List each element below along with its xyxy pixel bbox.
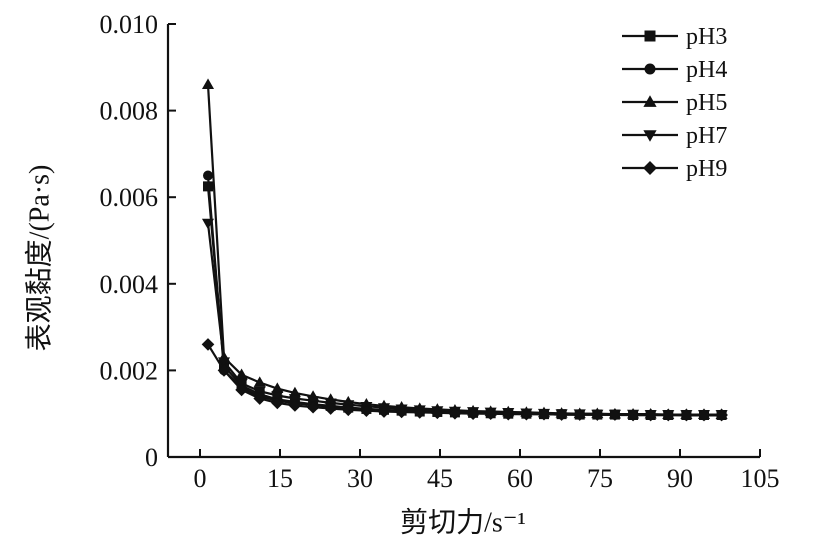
data-point-pH9	[235, 383, 248, 397]
data-point-pH9	[680, 408, 693, 422]
data-point-pH9	[271, 396, 284, 410]
data-point-pH5	[235, 368, 248, 380]
x-tick-label: 60	[507, 464, 533, 493]
legend-marker	[643, 95, 657, 107]
data-point-pH9	[520, 407, 533, 421]
data-point-pH9	[466, 407, 480, 421]
legend-marker	[644, 63, 656, 75]
series-group	[201, 78, 728, 422]
data-point-pH9	[288, 399, 302, 412]
x-tick-label: 30	[347, 464, 373, 493]
legend-label: pH7	[686, 123, 727, 149]
legend-label: pH3	[686, 24, 727, 50]
legend-marker	[643, 130, 657, 142]
series-line-pH7	[206, 223, 722, 416]
y-axis-title-group: 表观黏度/(Pa·s)	[23, 165, 55, 352]
data-point-pH7	[217, 357, 231, 368]
data-point-pH9	[661, 408, 675, 422]
y-axis-title: 表观黏度/(Pa·s)	[23, 165, 55, 352]
x-tick-label: 105	[741, 464, 780, 493]
data-point-pH7	[201, 218, 215, 230]
data-point-pH9	[341, 403, 355, 417]
data-point-pH7	[271, 391, 284, 402]
x-tick-label: 0	[194, 464, 207, 493]
legend-item: pH3	[622, 24, 727, 50]
x-axis-title: 剪切力/s⁻¹	[400, 506, 526, 538]
data-point-pH9	[697, 408, 711, 422]
data-point-pH9	[306, 400, 320, 414]
y-tick-label: 0	[145, 443, 158, 472]
y-tick-label: 0.006	[100, 183, 159, 212]
y-tick-label: 0.010	[100, 10, 159, 39]
series-pH4	[203, 170, 727, 421]
x-tick-label: 75	[587, 464, 613, 493]
legend-item: pH5	[622, 90, 727, 116]
data-point-pH9	[591, 408, 604, 421]
series-line-pH3	[206, 186, 722, 417]
series-pH9	[201, 338, 728, 422]
ticks: 0 15 30 45 60 75 90 105 0 0.002 0.004 0.006 0.008 0.0…	[100, 10, 780, 493]
series-line-pH9	[207, 343, 722, 417]
legend-label: pH4	[686, 57, 727, 83]
data-point-pH4	[203, 170, 213, 181]
data-point-pH9	[253, 392, 267, 405]
y-tick-label: 0.004	[100, 270, 159, 299]
legend-item: pH7	[622, 123, 727, 149]
data-point-pH9	[715, 408, 728, 422]
data-point-pH5	[253, 376, 266, 387]
data-point-pH9	[377, 405, 391, 418]
y-tick-label: 0.008	[100, 97, 159, 126]
data-point-pH7	[253, 386, 266, 398]
data-point-pH9	[644, 408, 657, 422]
x-tick-label: 45	[427, 464, 453, 493]
data-point-pH9	[573, 408, 587, 421]
data-point-pH9	[608, 408, 622, 421]
x-tick-label: 90	[667, 464, 693, 493]
data-point-pH9	[324, 402, 337, 415]
data-point-pH9	[431, 406, 444, 420]
data-point-pH9	[395, 405, 408, 419]
data-point-pH5	[201, 78, 215, 90]
data-point-pH9	[501, 407, 515, 421]
x-tick-label: 15	[267, 464, 293, 493]
data-point-pH9	[360, 404, 373, 418]
axes	[166, 24, 760, 459]
legend: pH3 pH4 pH5 pH7 pH9	[622, 24, 727, 182]
legend-marker	[643, 161, 657, 175]
legend-item: pH9	[622, 156, 727, 182]
legend-label: pH9	[686, 156, 727, 182]
data-point-pH9	[448, 406, 462, 420]
legend-item: pH4	[622, 57, 727, 83]
series-pH3	[203, 181, 727, 420]
data-point-pH9	[555, 408, 568, 421]
data-point-pH9	[217, 364, 231, 377]
series-line-pH4	[206, 175, 722, 417]
legend-label: pH5	[686, 90, 727, 116]
data-point-pH9	[626, 408, 640, 422]
data-point-pH9	[484, 407, 497, 421]
y-tick-label: 0.002	[100, 356, 159, 385]
data-point-pH9	[537, 407, 551, 421]
data-point-pH9	[413, 406, 427, 419]
legend-marker	[644, 30, 656, 42]
data-point-pH9	[201, 338, 215, 351]
